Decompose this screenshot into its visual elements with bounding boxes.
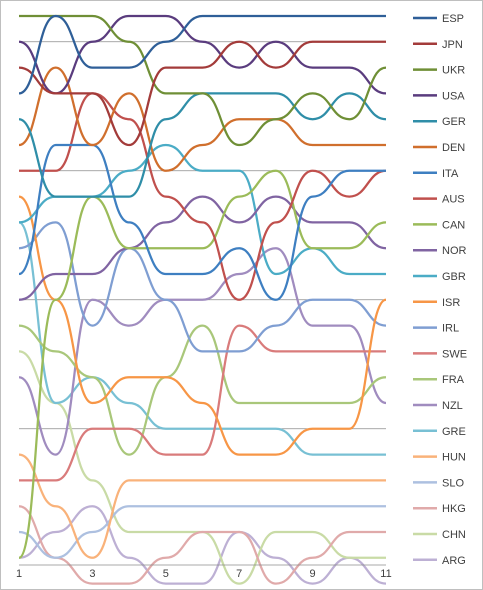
series-line-ger	[18, 92, 387, 198]
series-line-swe	[19, 324, 387, 482]
series-line-gbr	[18, 143, 386, 276]
x-tick-label: 1	[16, 568, 22, 580]
legend-label-esp: ESP	[442, 13, 464, 25]
x-tick-label: 3	[89, 568, 95, 580]
x-tick-label: 9	[310, 568, 316, 580]
x-axis: 1 3 5 7 9 11	[16, 564, 392, 580]
legend-label-fra: FRA	[442, 374, 465, 386]
series-line-nzl	[18, 247, 387, 456]
series-line-aus	[19, 92, 387, 301]
legend-label-ukr: UKR	[442, 65, 465, 77]
series-line-ukr	[18, 14, 387, 147]
legend-label-arg: ARG	[442, 555, 466, 567]
legend-label-swe: SWE	[442, 348, 467, 360]
series-line-ita	[18, 143, 386, 301]
series-line-hun	[18, 453, 386, 559]
legend-label-isr: ISR	[442, 297, 460, 309]
series-line-irl	[18, 221, 387, 353]
x-tick-label: 11	[380, 568, 391, 580]
legend-label-ita: ITA	[442, 168, 459, 180]
legend-label-nzl: NZL	[442, 400, 463, 412]
series-lines	[17, 14, 387, 585]
legend-label-can: CAN	[442, 219, 465, 231]
legend-label-jpn: JPN	[442, 39, 463, 51]
series-line-jpn	[18, 40, 386, 147]
legend-label-gre: GRE	[442, 426, 466, 438]
x-tick-label: 5	[163, 568, 169, 580]
legend-label-den: DEN	[442, 142, 465, 154]
legend-label-usa: USA	[442, 90, 465, 102]
legend-label-slo: SLO	[442, 477, 464, 489]
series-line-esp	[18, 14, 386, 95]
x-tick-label: 7	[236, 568, 242, 580]
legend-label-aus: AUS	[442, 194, 465, 206]
series-line-fra	[18, 324, 387, 456]
legend-label-nor: NOR	[442, 245, 467, 257]
series-line-den	[18, 66, 386, 172]
legend-label-ger: GER	[442, 116, 466, 128]
legend-label-chn: CHN	[442, 529, 466, 541]
legend-label-hun: HUN	[442, 452, 466, 464]
series-line-isr	[18, 195, 387, 456]
legend-label-irl: IRL	[442, 323, 459, 335]
series-line-gre	[18, 221, 386, 456]
legend: ESP JPN UKR USA GER DEN ITA AUS CAN NOR GBR ISR IRL S…	[413, 13, 467, 567]
series-line-hkg	[18, 505, 386, 585]
legend-label-hkg: HKG	[442, 503, 466, 515]
series-line-can	[17, 169, 387, 559]
series-line-nor	[18, 195, 387, 301]
series-line-slo	[18, 505, 386, 559]
legend-label-gbr: GBR	[442, 271, 466, 283]
series-line-arg	[18, 505, 387, 585]
series-line-usa	[18, 14, 387, 95]
